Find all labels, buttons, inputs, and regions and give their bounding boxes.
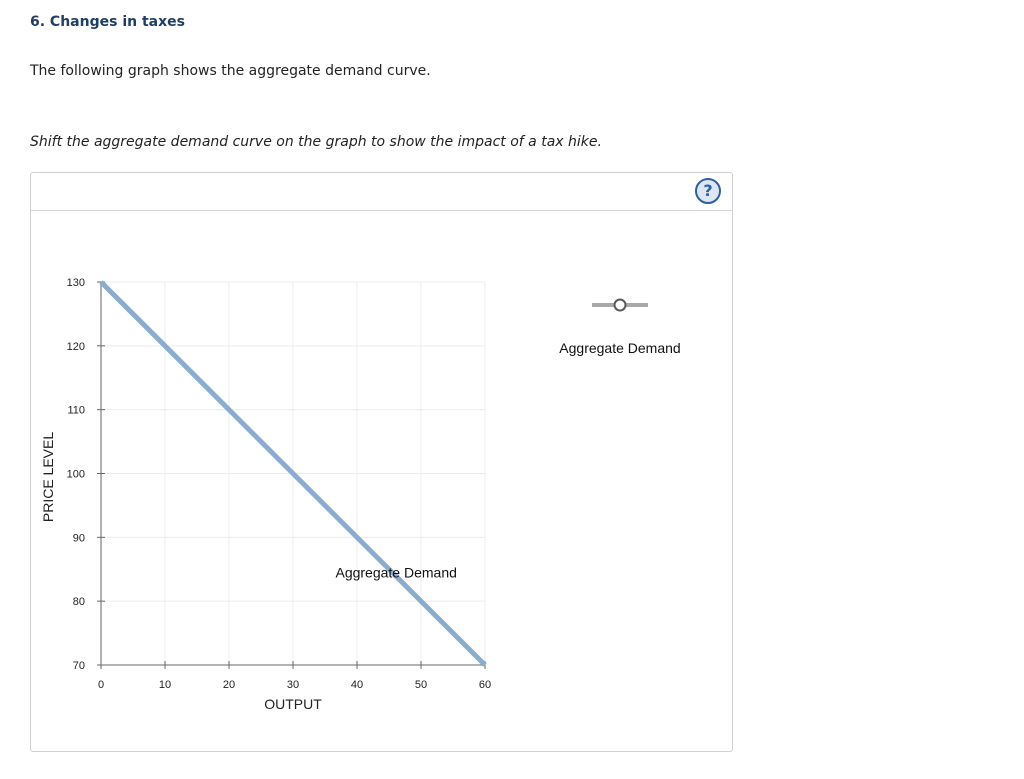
question-instruction: Shift the aggregate demand curve on the … <box>30 134 602 150</box>
question-title: 6. Changes in taxes <box>30 14 185 30</box>
legend-handle-icon[interactable] <box>613 298 627 312</box>
question-text: The following graph shows the aggregate … <box>30 63 431 79</box>
legend-label: Aggregate Demand <box>559 340 680 356</box>
panel-header <box>31 173 732 211</box>
graph-panel: ? <box>30 172 733 752</box>
help-icon[interactable]: ? <box>695 178 721 204</box>
legend-palette[interactable]: Aggregate Demand <box>559 298 681 357</box>
